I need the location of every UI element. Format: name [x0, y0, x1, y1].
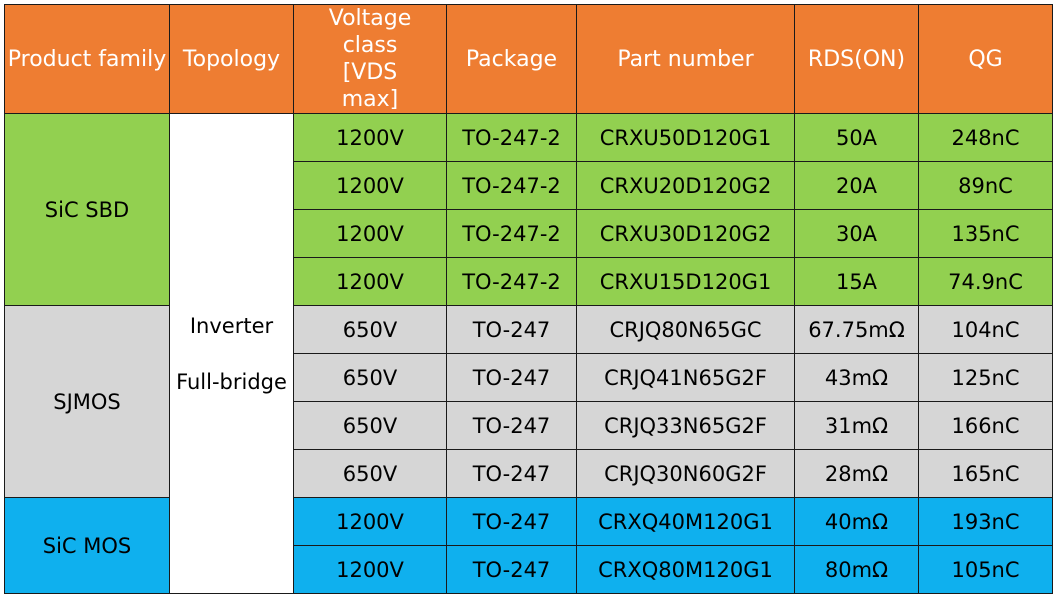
rds-cell: 31mΩ	[794, 401, 919, 450]
package-cell: TO-247	[446, 353, 577, 402]
rds-cell: 67.75mΩ	[794, 305, 919, 354]
package-cell: TO-247-2	[446, 257, 577, 306]
package-cell: TO-247	[446, 449, 577, 498]
table-row: 1200V TO-247 CRXQ80M120G1 80mΩ 105nC	[5, 545, 1053, 594]
part-number-cell: CRXU50D120G1	[576, 113, 795, 162]
header-qg: QG	[918, 4, 1053, 114]
voltage-cell: 1200V	[293, 113, 447, 162]
voltage-cell: 650V	[293, 353, 447, 402]
voltage-cell: 650V	[293, 401, 447, 450]
rds-cell: 43mΩ	[794, 353, 919, 402]
rds-cell: 20A	[794, 161, 919, 210]
table-row: 650V TO-247 CRJQ30N60G2F 28mΩ 165nC	[5, 449, 1053, 498]
rds-cell: 50A	[794, 113, 919, 162]
voltage-cell: 1200V	[293, 257, 447, 306]
voltage-cell: 1200V	[293, 161, 447, 210]
part-number-cell: CRJQ41N65G2F	[576, 353, 795, 402]
rds-cell: 30A	[794, 209, 919, 258]
table-row: 1200V TO-247-2 CRXU20D120G2 20A 89nC	[5, 161, 1053, 210]
voltage-cell: 1200V	[293, 497, 447, 546]
topology-cell: Inverter Full-bridge	[169, 113, 294, 594]
table-row: SJMOS 650V TO-247 CRJQ80N65GC 67.75mΩ 10…	[4, 305, 1053, 498]
package-cell: TO-247-2	[446, 113, 577, 162]
rds-cell: 80mΩ	[794, 545, 919, 594]
qg-cell: 248nC	[918, 113, 1053, 162]
header-topology: Topology	[169, 4, 294, 114]
table-row: 650V TO-247 CRJQ41N65G2F 43mΩ 125nC	[5, 353, 1053, 402]
table-row: 1200V TO-247-2 CRXU30D120G2 30A 135nC	[5, 209, 1053, 258]
header-package: Package	[446, 4, 577, 114]
qg-cell: 104nC	[918, 305, 1053, 354]
package-cell: TO-247	[446, 497, 577, 546]
voltage-cell: 650V	[293, 305, 447, 354]
header-product-family: Product family	[4, 4, 170, 114]
family-cell-sic-mos: SiC MOS	[4, 497, 170, 594]
package-cell: TO-247-2	[446, 161, 577, 210]
qg-cell: 166nC	[918, 401, 1053, 450]
voltage-cell: 650V	[293, 449, 447, 498]
header-row: Product family Topology Voltage class [V…	[4, 4, 1053, 114]
family-cell-sjmos: SJMOS	[4, 305, 170, 498]
product-table: Product family Topology Voltage class [V…	[4, 4, 1053, 594]
part-number-cell: CRXU15D120G1	[576, 257, 795, 306]
qg-cell: 89nC	[918, 161, 1053, 210]
qg-cell: 135nC	[918, 209, 1053, 258]
table-row: SiC SBD Inverter Full-bridge 1200V TO-24…	[4, 113, 1053, 594]
topology-line-1: Inverter	[189, 313, 274, 338]
part-number-cell: CRJQ33N65G2F	[576, 401, 795, 450]
header-part-number: Part number	[576, 4, 795, 114]
part-number-cell: CRJQ30N60G2F	[576, 449, 795, 498]
family-cell-sic-sbd: SiC SBD	[4, 113, 170, 306]
part-number-cell: CRXU20D120G2	[576, 161, 795, 210]
qg-cell: 125nC	[918, 353, 1053, 402]
qg-cell: 105nC	[918, 545, 1053, 594]
part-number-cell: CRXQ80M120G1	[576, 545, 795, 594]
table-row: SiC MOS 1200V TO-247 CRXQ40M120G1 40mΩ 1…	[4, 497, 1053, 594]
part-number-cell: CRJQ80N65GC	[576, 305, 795, 354]
package-cell: TO-247	[446, 545, 577, 594]
qg-cell: 193nC	[918, 497, 1053, 546]
voltage-cell: 1200V	[293, 545, 447, 594]
qg-cell: 74.9nC	[918, 257, 1053, 306]
topology-line-2: Full-bridge	[176, 369, 287, 394]
table-row: 650V TO-247 CRJQ33N65G2F 31mΩ 166nC	[5, 401, 1053, 450]
qg-cell: 165nC	[918, 449, 1053, 498]
part-number-cell: CRXU30D120G2	[576, 209, 795, 258]
package-cell: TO-247-2	[446, 209, 577, 258]
rds-cell: 28mΩ	[794, 449, 919, 498]
package-cell: TO-247	[446, 305, 577, 354]
part-number-cell: CRXQ40M120G1	[576, 497, 795, 546]
rds-cell: 40mΩ	[794, 497, 919, 546]
voltage-cell: 1200V	[293, 209, 447, 258]
header-rds-on: RDS(ON)	[794, 4, 919, 114]
header-voltage-class: Voltage class [VDS max]	[293, 4, 447, 114]
rds-cell: 15A	[794, 257, 919, 306]
package-cell: TO-247	[446, 401, 577, 450]
